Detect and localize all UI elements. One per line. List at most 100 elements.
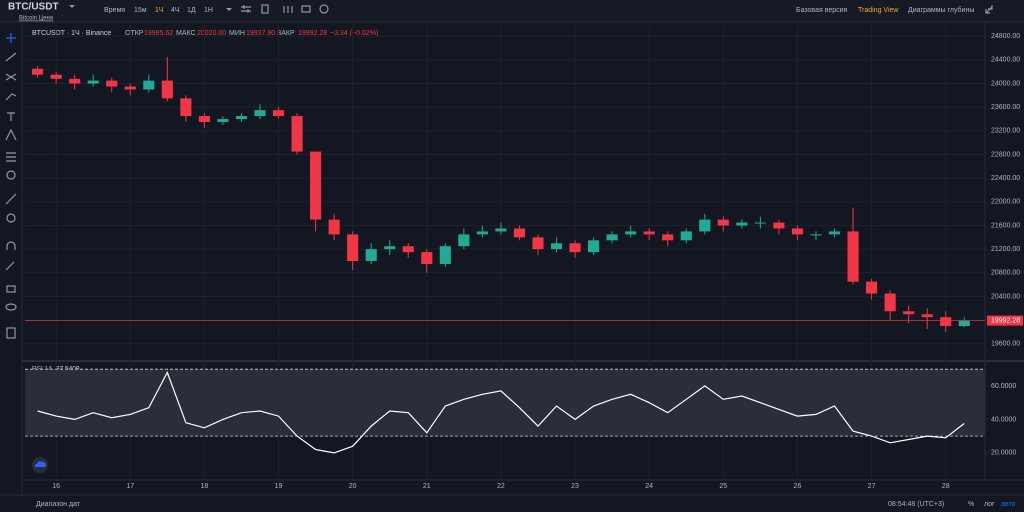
legend-value: 20020.00 <box>197 30 226 37</box>
logo-icon <box>34 461 46 467</box>
candle-body <box>625 231 637 235</box>
y-tick-label: 23200.00 <box>991 128 1020 135</box>
candle-body <box>847 231 859 282</box>
rsi-band <box>25 369 985 437</box>
rsi-line <box>37 371 965 454</box>
y-tick-label: 24000.00 <box>991 80 1020 87</box>
subtitle[interactable]: Bitcoin Цена <box>19 16 54 22</box>
legend-label: МАКС <box>176 30 196 37</box>
candle-body <box>310 151 322 220</box>
legend-label: МИН <box>229 30 245 37</box>
candle-body <box>921 314 933 318</box>
y-tick-label: 22800.00 <box>991 151 1020 158</box>
y-tick-label: 60.0000 <box>991 383 1016 390</box>
candle-body <box>476 231 488 235</box>
candle-body <box>161 80 173 99</box>
interval[interactable]: 15м <box>134 7 147 14</box>
candle-body <box>198 116 210 123</box>
candle-body <box>50 74 62 79</box>
y-tick-label: 20.0000 <box>991 450 1016 457</box>
candle-body <box>402 246 414 253</box>
candle-body <box>866 281 878 294</box>
x-tick-label: 18 <box>200 483 208 490</box>
candle-body <box>884 293 896 312</box>
legend-value: 19992.28 <box>298 30 327 37</box>
candle-body <box>180 98 192 117</box>
interval[interactable]: Время <box>104 7 125 14</box>
y-tick-label: 24800.00 <box>991 33 1020 40</box>
y-tick-label: 20400.00 <box>991 293 1020 300</box>
candle-body <box>439 246 451 264</box>
candle-body <box>513 228 526 238</box>
candle-body <box>680 231 692 241</box>
candle-body <box>69 78 81 84</box>
scale-toggle[interactable]: лог <box>984 501 995 508</box>
candle-body <box>254 110 266 117</box>
y-tick-label: 21200.00 <box>991 246 1020 253</box>
interval[interactable]: 1Д <box>187 7 196 14</box>
legend-value: 19937.90 <box>246 30 275 37</box>
x-tick-label: 19 <box>275 483 283 490</box>
candle-body <box>643 231 655 235</box>
x-tick-label: 17 <box>126 483 134 490</box>
legend-symbol: BTCUSDT · 1Ч · Binance <box>32 30 111 37</box>
dropdown-icon[interactable] <box>69 5 75 8</box>
x-tick-label: 25 <box>719 483 727 490</box>
toolbar-icons[interactable] <box>241 4 329 14</box>
legend-label: ЗАКР <box>277 30 295 37</box>
y-tick-label: 22000.00 <box>991 199 1020 206</box>
x-tick-label: 16 <box>52 483 60 490</box>
view-tab[interactable]: Базовая версия <box>796 7 848 14</box>
view-tab[interactable]: Trading View <box>858 7 899 14</box>
candle-body <box>940 317 952 327</box>
candle-body <box>495 228 507 232</box>
candle-body <box>532 237 544 250</box>
y-tick-label: 22400.00 <box>991 175 1020 182</box>
candle-body <box>421 252 433 264</box>
interval[interactable]: 4Ч <box>171 7 180 14</box>
y-tick-label: 24400.00 <box>991 57 1020 64</box>
y-tick-label: 21600.00 <box>991 222 1020 229</box>
candle-body <box>32 68 44 75</box>
symbol[interactable]: BTC/USDT <box>8 2 59 13</box>
scale-toggle[interactable]: % <box>968 501 974 508</box>
candle-body <box>458 234 470 247</box>
legend-label: ОТКР <box>125 30 144 37</box>
y-tick-label: 40.0000 <box>991 416 1016 423</box>
date-range[interactable]: Диапазон дат <box>36 501 81 508</box>
candle-body <box>291 116 303 152</box>
candle-body <box>810 234 822 236</box>
interval[interactable]: 1Ч <box>155 7 164 14</box>
interval[interactable]: 1Н <box>204 7 213 14</box>
candle-body <box>754 222 766 224</box>
candle-body <box>662 234 674 241</box>
view-tab[interactable]: Диаграммы глубины <box>908 6 974 14</box>
candle-body <box>828 231 841 235</box>
candle-body <box>717 219 729 226</box>
candle-body <box>699 219 711 232</box>
dropdown-icon[interactable] <box>226 8 232 11</box>
candle-body <box>143 80 155 90</box>
x-tick-label: 23 <box>571 483 579 490</box>
candle-body <box>791 228 804 235</box>
candle-body <box>588 240 600 253</box>
last-price-tag <box>987 315 1023 326</box>
candle-body <box>384 246 396 250</box>
last-price-label: 19992.28 <box>991 317 1020 324</box>
candle-body <box>550 243 563 250</box>
candle-body <box>773 222 785 229</box>
y-tick-label: 23600.00 <box>991 104 1020 111</box>
scale-toggle[interactable]: авто <box>1001 501 1016 508</box>
candle-body <box>235 116 248 120</box>
candle-body <box>217 119 229 123</box>
candle-body <box>903 311 915 315</box>
candle-body <box>958 320 970 327</box>
candle-body <box>606 234 618 241</box>
clock: 08:54:48 (UTC+3) <box>888 501 944 508</box>
drawing-tools[interactable] <box>5 33 17 339</box>
legend-value: 19995.62 <box>144 30 173 37</box>
candle-body <box>328 219 340 235</box>
y-tick-label: 19600.00 <box>991 341 1020 348</box>
fullscreen-icon[interactable] <box>985 5 993 14</box>
